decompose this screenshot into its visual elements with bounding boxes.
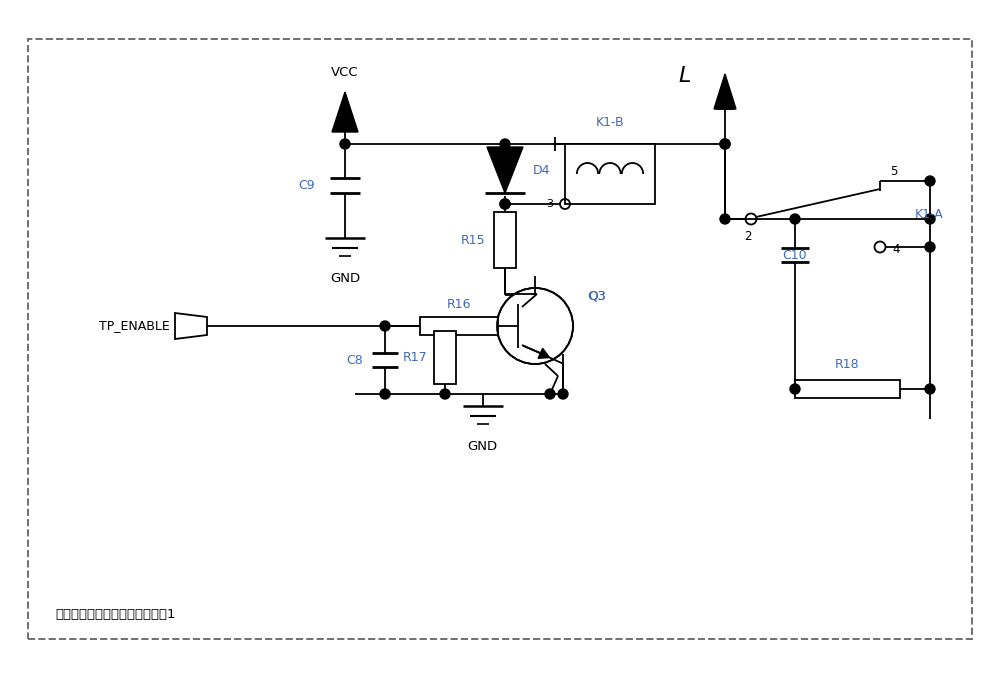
Polygon shape — [332, 92, 358, 132]
Text: 5: 5 — [890, 164, 898, 177]
Circle shape — [925, 214, 935, 224]
Polygon shape — [175, 313, 207, 339]
Text: C10: C10 — [783, 249, 807, 262]
Text: GND: GND — [330, 272, 360, 284]
Text: 2: 2 — [744, 230, 752, 243]
Text: VCC: VCC — [331, 65, 359, 78]
Circle shape — [500, 199, 510, 209]
Text: 3: 3 — [546, 199, 553, 209]
Circle shape — [500, 139, 510, 149]
Text: 拓扑识别特征电流使能控制电路1: 拓扑识别特征电流使能控制电路1 — [55, 607, 176, 621]
Text: Q3: Q3 — [588, 290, 606, 303]
Bar — [565, 144, 655, 204]
Bar — [434, 331, 456, 384]
Circle shape — [380, 321, 390, 331]
Text: K1-A: K1-A — [915, 208, 944, 220]
Polygon shape — [714, 74, 736, 109]
Text: Q3: Q3 — [588, 290, 606, 303]
Text: D4: D4 — [533, 164, 550, 177]
Circle shape — [440, 389, 450, 399]
Circle shape — [790, 214, 800, 224]
Text: C8: C8 — [347, 353, 363, 367]
Circle shape — [558, 389, 568, 399]
Bar — [420, 317, 498, 335]
Circle shape — [720, 139, 730, 149]
Text: R16: R16 — [447, 297, 471, 311]
Text: 4: 4 — [892, 243, 900, 255]
Circle shape — [380, 389, 390, 399]
Circle shape — [340, 139, 350, 149]
Text: R17: R17 — [403, 351, 427, 364]
Circle shape — [925, 242, 935, 252]
Text: L: L — [679, 66, 691, 86]
Text: R18: R18 — [835, 357, 860, 371]
Circle shape — [497, 288, 573, 364]
Circle shape — [545, 389, 555, 399]
Circle shape — [500, 199, 510, 209]
Text: R15: R15 — [461, 233, 485, 247]
Bar — [494, 212, 516, 268]
Text: GND: GND — [467, 439, 498, 452]
Polygon shape — [538, 348, 549, 359]
Circle shape — [925, 384, 935, 394]
Circle shape — [925, 176, 935, 186]
Circle shape — [720, 139, 730, 149]
Circle shape — [790, 384, 800, 394]
Circle shape — [720, 214, 730, 224]
Polygon shape — [487, 147, 523, 193]
Text: TP_ENABLE: TP_ENABLE — [99, 319, 170, 332]
Bar — [795, 380, 900, 398]
Text: C9: C9 — [299, 179, 315, 191]
Text: K1-B: K1-B — [596, 115, 624, 129]
